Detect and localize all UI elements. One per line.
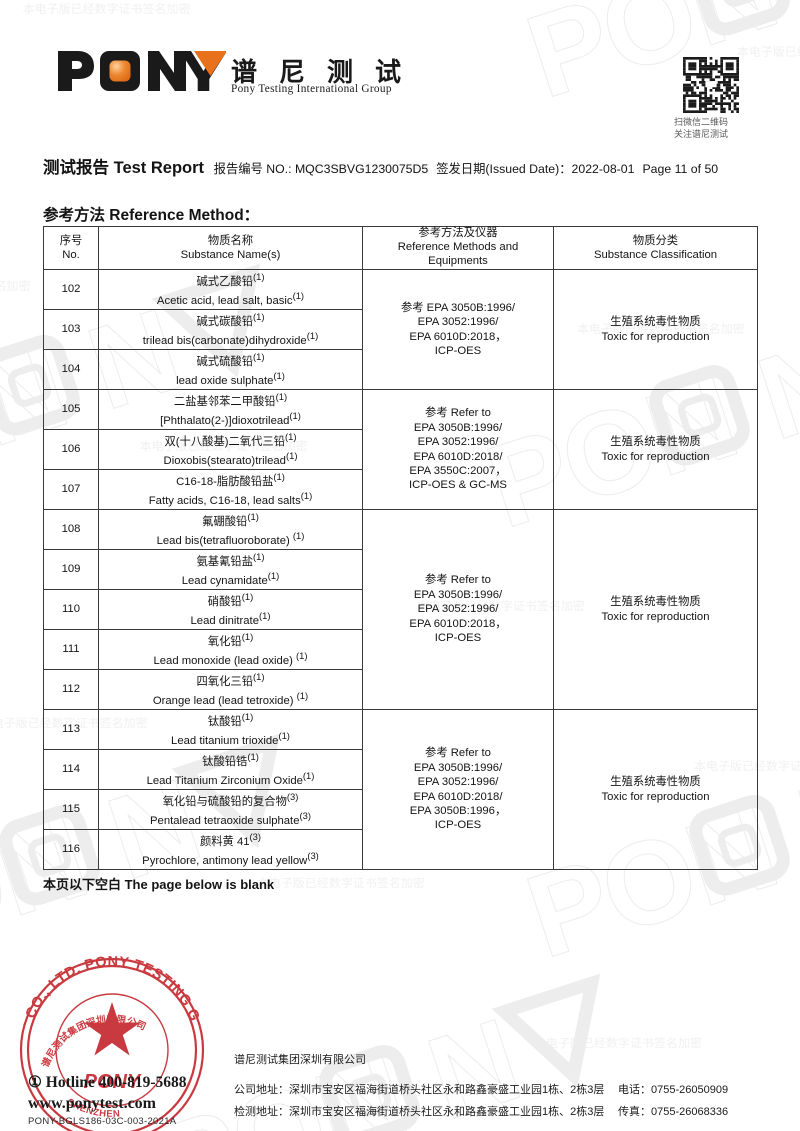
svg-text:谱尼测试集团深圳有限公司: 谱尼测试集团深圳有限公司 xyxy=(39,1013,147,1069)
svg-text:CO., LTD. PONY TESTING GROUP: CO., LTD. PONY TESTING GROUP xyxy=(10,948,203,1024)
